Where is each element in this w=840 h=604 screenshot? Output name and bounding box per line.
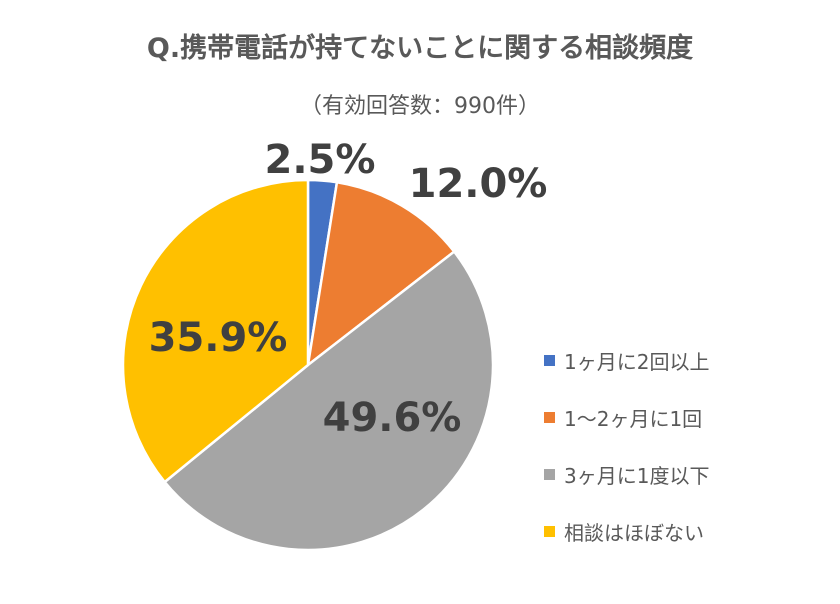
data-label: 35.9% [149, 315, 288, 361]
data-label: 12.0% [409, 161, 548, 207]
chart-subtitle: （有効回答数：990件） [300, 94, 540, 119]
data-label: 49.6% [323, 395, 462, 441]
legend-label: 1ヶ月に2回以上 [564, 350, 710, 374]
legend-item: 相談はほぼない [544, 503, 709, 560]
legend-swatch [544, 412, 555, 423]
legend: 1ヶ月に2回以上 1〜2ヶ月に1回 3ヶ月に1度以下 相談はほぼない [544, 332, 709, 560]
pie-slice [163, 250, 495, 552]
legend-swatch [544, 355, 555, 366]
legend-swatch [544, 526, 555, 537]
legend-label: 1〜2ヶ月に1回 [564, 407, 703, 431]
legend-item: 3ヶ月に1度以下 [544, 446, 709, 503]
chart-title: Q.携帯電話が持てないことに関する相談頻度 [146, 33, 694, 64]
legend-swatch [544, 469, 555, 480]
pie-slice [121, 178, 310, 484]
legend-item: 1ヶ月に2回以上 [544, 332, 709, 389]
legend-item: 1〜2ヶ月に1回 [544, 389, 709, 446]
pie-slice [306, 181, 456, 367]
data-label: 2.5% [265, 137, 376, 183]
legend-label: 相談はほぼない [564, 521, 704, 545]
legend-label: 3ヶ月に1度以下 [564, 464, 710, 488]
